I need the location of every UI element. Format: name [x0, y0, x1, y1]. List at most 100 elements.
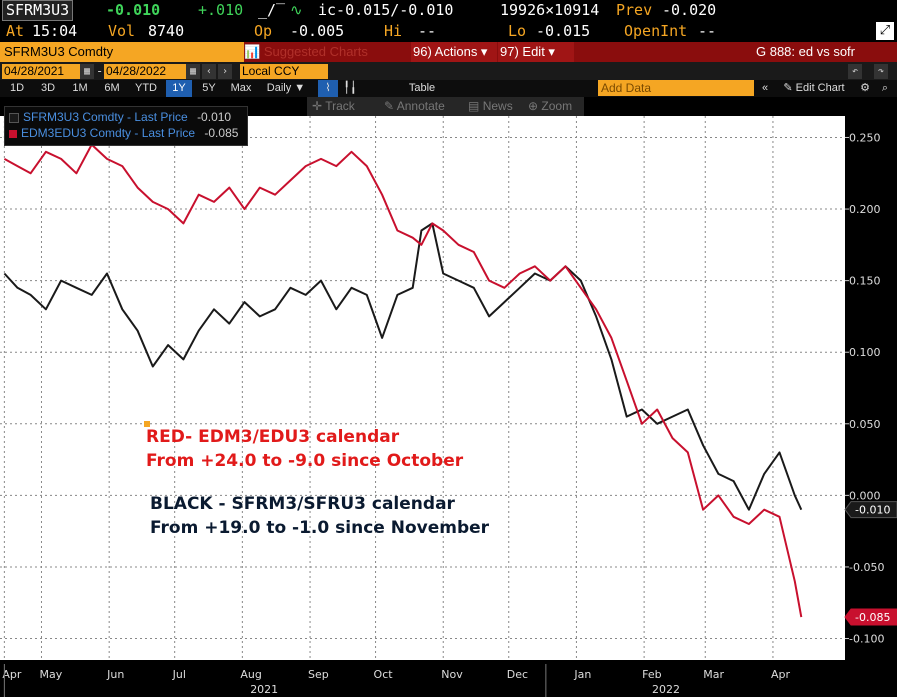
- last-price: -0.010: [106, 1, 161, 19]
- ticker-label[interactable]: SFRM3U3: [2, 0, 74, 21]
- annotation-red-detail[interactable]: From +24.0 to -9.0 since October: [146, 451, 464, 471]
- add-data-input[interactable]: Add Data: [598, 80, 754, 96]
- y-tick-label: 0.050: [849, 418, 881, 431]
- range-button-ytd[interactable]: YTD: [135, 82, 157, 94]
- zoom-tool[interactable]: ⊕ Zoom: [528, 97, 572, 116]
- open-label: Op: [254, 22, 273, 40]
- x-tick-label: Feb: [642, 668, 661, 681]
- x-year-label: 2021: [250, 683, 278, 696]
- table-button[interactable]: Table: [408, 82, 436, 94]
- annotate-tool[interactable]: ✎ Annotate: [384, 97, 445, 116]
- low-value: -0.015: [536, 22, 591, 40]
- prev-value: -0.020: [662, 1, 717, 19]
- double-chevron-left-icon[interactable]: «: [761, 82, 769, 94]
- x-tick-label: Jun: [106, 668, 124, 681]
- sparkline-icon: _/‾: [258, 1, 286, 19]
- redo-icon[interactable]: ↷: [874, 64, 888, 79]
- legend-label: SFRM3U3 Comdty - Last Price: [23, 110, 188, 124]
- suggested-charts-icon: 📊: [244, 44, 261, 59]
- edit-menu[interactable]: 97) Edit ▾: [498, 42, 574, 62]
- annotation-handle[interactable]: [144, 421, 150, 427]
- edit-chart-icon: ✎: [783, 82, 793, 94]
- x-tick-label: Oct: [374, 668, 394, 681]
- last-value-label: -0.010: [855, 504, 890, 517]
- range-button-max[interactable]: Max: [230, 82, 252, 94]
- end-date-input[interactable]: 04/28/2022: [104, 64, 188, 79]
- chart-legend: SFRM3U3 Comdty - Last Price -0.010 EDM3E…: [4, 106, 248, 146]
- frequency-select[interactable]: Daily ▼: [266, 82, 306, 94]
- last-value-badge: [844, 608, 897, 626]
- price-chart[interactable]: 0.250 0.200 0.150 0.100 0.050 0.000 -0.050 -0.1…: [0, 116, 897, 697]
- chart-name: G 888: ed vs sofr: [756, 44, 855, 59]
- line-chart-icon[interactable]: ⌇: [318, 80, 338, 97]
- track-tool[interactable]: ✛ Track: [312, 97, 355, 116]
- quote-header-row-2: At 15:04 Vol 8740 Op -0.005 Hi -- Lo -0.…: [0, 21, 897, 42]
- chevron-right-icon[interactable]: ›: [218, 64, 232, 79]
- legend-value: -0.085: [204, 126, 239, 140]
- y-tick-label: 0.000: [849, 489, 881, 502]
- net-change: +.010: [198, 1, 244, 19]
- gear-icon[interactable]: ⚙: [860, 82, 870, 94]
- undo-icon[interactable]: ↶: [848, 64, 862, 79]
- low-label: Lo: [508, 22, 527, 40]
- trend-icon: ∿: [290, 1, 303, 19]
- prev-label: Prev: [616, 1, 653, 19]
- vol-value: 8740: [148, 22, 185, 40]
- legend-value: -0.010: [197, 110, 232, 124]
- crosshair-icon: ✛: [312, 99, 323, 113]
- annotation-black-detail[interactable]: From +19.0 to -1.0 since November: [150, 518, 490, 538]
- x-tick-label: Aug: [240, 668, 261, 681]
- annotation-red-title[interactable]: RED- EDM3/EDU3 calendar: [146, 427, 400, 447]
- zoom-icon: ⊕: [528, 99, 539, 113]
- legend-item[interactable]: EDM3EDU3 Comdty - Last Price -0.085: [9, 126, 238, 140]
- news-label: News: [482, 99, 513, 113]
- plot-background: [0, 116, 845, 660]
- range-button-1d[interactable]: 1D: [9, 82, 25, 94]
- x-tick-label: Dec: [507, 668, 528, 681]
- x-tick-label: May: [39, 668, 62, 681]
- x-tick-label: Mar: [703, 668, 724, 681]
- legend-item[interactable]: SFRM3U3 Comdty - Last Price -0.010: [9, 110, 231, 124]
- pencil-icon: ✎: [384, 99, 395, 113]
- legend-label: EDM3EDU3 Comdty - Last Price: [21, 126, 196, 140]
- range-button-1y[interactable]: 1Y: [166, 80, 192, 97]
- track-label: Track: [325, 99, 355, 113]
- edit-chart-button[interactable]: ✎ Edit Chart: [774, 80, 854, 97]
- news-icon: ▤: [468, 99, 480, 113]
- currency-select[interactable]: Local CCY: [240, 64, 328, 79]
- open-value: -0.005: [290, 22, 345, 40]
- x-tick-label: Apr: [771, 668, 791, 681]
- quote-header-row-1: SFRM3U3 -0.010 +.010 _/‾ ∿ ic-0.015/-0.0…: [0, 0, 897, 21]
- x-tick-label: Jul: [172, 668, 186, 681]
- range-button-5y[interactable]: 5Y: [202, 82, 216, 94]
- suggested-charts-label: Suggested Charts: [263, 44, 368, 59]
- series-line-1: [3, 143, 803, 618]
- expand-icon[interactable]: ⤢: [876, 22, 894, 40]
- range-button-6m[interactable]: 6M: [104, 82, 120, 94]
- annotation-black-title[interactable]: BLACK - SFRM3/SFRU3 calendar: [150, 494, 455, 514]
- suggested-charts-button[interactable]: 📊 Suggested Charts: [244, 42, 404, 62]
- actions-menu[interactable]: 96) Actions ▾: [411, 42, 497, 62]
- x-axis-panel: [0, 660, 897, 697]
- chevron-left-icon[interactable]: ‹: [202, 64, 216, 79]
- range-button-3d[interactable]: 3D: [40, 82, 56, 94]
- y-axis-panel: [845, 116, 897, 697]
- y-tick-label: 0.250: [849, 131, 881, 144]
- ic-range: ic-0.015/-0.010: [318, 1, 454, 19]
- high-label: Hi: [384, 22, 403, 40]
- y-tick-label: 0.150: [849, 275, 881, 288]
- calendar-icon[interactable]: ▦: [186, 64, 200, 79]
- chart-tools-bar: [307, 97, 584, 116]
- range-button-1m[interactable]: 1M: [72, 82, 88, 94]
- time-value: 15:04: [32, 22, 78, 40]
- vol-label: Vol: [108, 22, 136, 40]
- bar-chart-icon[interactable]: ╿╽: [343, 82, 357, 94]
- x-year-label: 2022: [652, 683, 680, 696]
- start-date-input[interactable]: 04/28/2021: [2, 64, 80, 79]
- calendar-icon[interactable]: ▦: [80, 64, 94, 79]
- security-title[interactable]: SFRM3U3 Comdty: [0, 42, 244, 62]
- y-tick-label: 0.200: [849, 203, 881, 216]
- search-icon[interactable]: ⌕: [881, 82, 889, 94]
- news-tool[interactable]: ▤ News: [468, 97, 513, 116]
- last-value-label: -0.085: [855, 611, 890, 624]
